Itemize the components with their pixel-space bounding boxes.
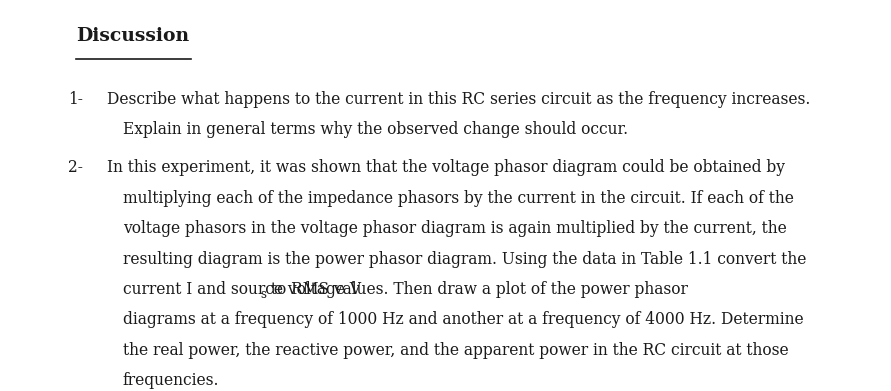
Text: to RMS values. Then draw a plot of the power phasor: to RMS values. Then draw a plot of the p… [266, 281, 688, 298]
Text: voltage phasors in the voltage phasor diagram is again multiplied by the current: voltage phasors in the voltage phasor di… [123, 220, 787, 237]
Text: the real power, the reactive power, and the apparent power in the RC circuit at : the real power, the reactive power, and … [123, 342, 789, 359]
Text: resulting diagram is the power phasor diagram. Using the data in Table 1.1 conve: resulting diagram is the power phasor di… [123, 251, 806, 267]
Text: multiplying each of the impedance phasors by the current in the circuit. If each: multiplying each of the impedance phasor… [123, 190, 794, 206]
Text: Discussion: Discussion [76, 27, 189, 45]
Text: Explain in general terms why the observed change should occur.: Explain in general terms why the observe… [123, 121, 628, 138]
Text: diagrams at a frequency of 1000 Hz and another at a frequency of 4000 Hz. Determ: diagrams at a frequency of 1000 Hz and a… [123, 312, 804, 328]
Text: 1-: 1- [68, 91, 83, 108]
Text: 2-: 2- [68, 159, 83, 176]
Text: In this experiment, it was shown that the voltage phasor diagram could be obtain: In this experiment, it was shown that th… [107, 159, 785, 176]
Text: frequencies.: frequencies. [123, 373, 219, 389]
Text: current I and source voltage V: current I and source voltage V [123, 281, 361, 298]
Text: Describe what happens to the current in this RC series circuit as the frequency : Describe what happens to the current in … [107, 91, 810, 108]
Text: s: s [260, 288, 266, 301]
